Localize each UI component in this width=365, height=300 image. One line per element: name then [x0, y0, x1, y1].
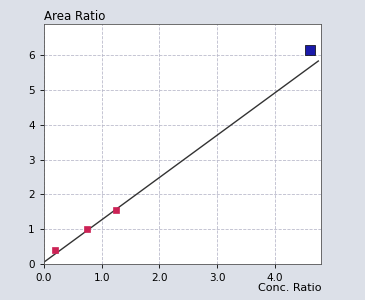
Text: Conc. Ratio: Conc. Ratio — [258, 283, 321, 293]
Text: Area Ratio: Area Ratio — [44, 10, 105, 23]
